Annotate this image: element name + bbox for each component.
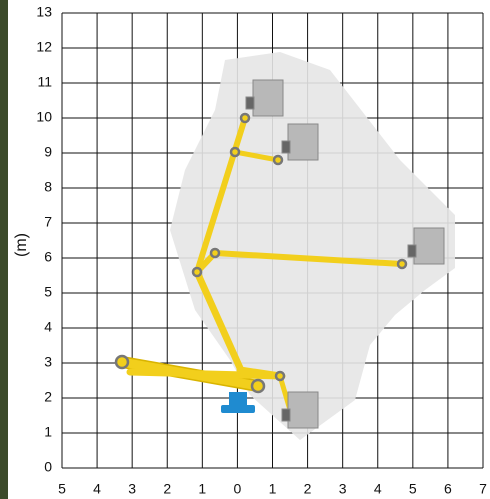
x-tick-label: 3 <box>339 481 347 497</box>
lift <box>114 79 445 429</box>
y-tick-label: 7 <box>44 214 52 230</box>
y-tick-label: 11 <box>37 74 52 90</box>
x-tick-label: 7 <box>479 481 487 497</box>
y-tick-label: 8 <box>44 179 52 195</box>
working-envelope <box>170 52 455 440</box>
x-tick-label: 3 <box>128 481 136 497</box>
y-tick-label: 0 <box>44 459 52 475</box>
x-tick-label: 2 <box>163 481 171 497</box>
x-tick-label: 2 <box>304 481 312 497</box>
y-tick-label: 4 <box>44 319 52 335</box>
y-tick-label: 1 <box>44 424 52 440</box>
x-tick-label: 5 <box>58 481 66 497</box>
y-axis-label: (m) <box>13 233 30 257</box>
y-tick-label: 9 <box>44 144 52 160</box>
x-tick-label: 0 <box>234 481 242 497</box>
y-tick-label: 2 <box>44 389 52 405</box>
x-tick-label: 1 <box>198 481 206 497</box>
x-tick-label: 1 <box>269 481 277 497</box>
photo-edge <box>0 0 8 499</box>
x-tick-label: 4 <box>374 481 382 497</box>
y-tick-label: 6 <box>44 249 52 265</box>
y-tick-label: 12 <box>36 39 52 55</box>
x-tick-label: 4 <box>93 481 101 497</box>
y-tick-label: 10 <box>36 109 52 125</box>
x-tick-label: 6 <box>444 481 452 497</box>
y-tick-label: 5 <box>44 284 52 300</box>
y-tick-label: 13 <box>36 4 52 20</box>
x-tick-label: 5 <box>409 481 417 497</box>
y-tick-label: 3 <box>44 354 52 370</box>
